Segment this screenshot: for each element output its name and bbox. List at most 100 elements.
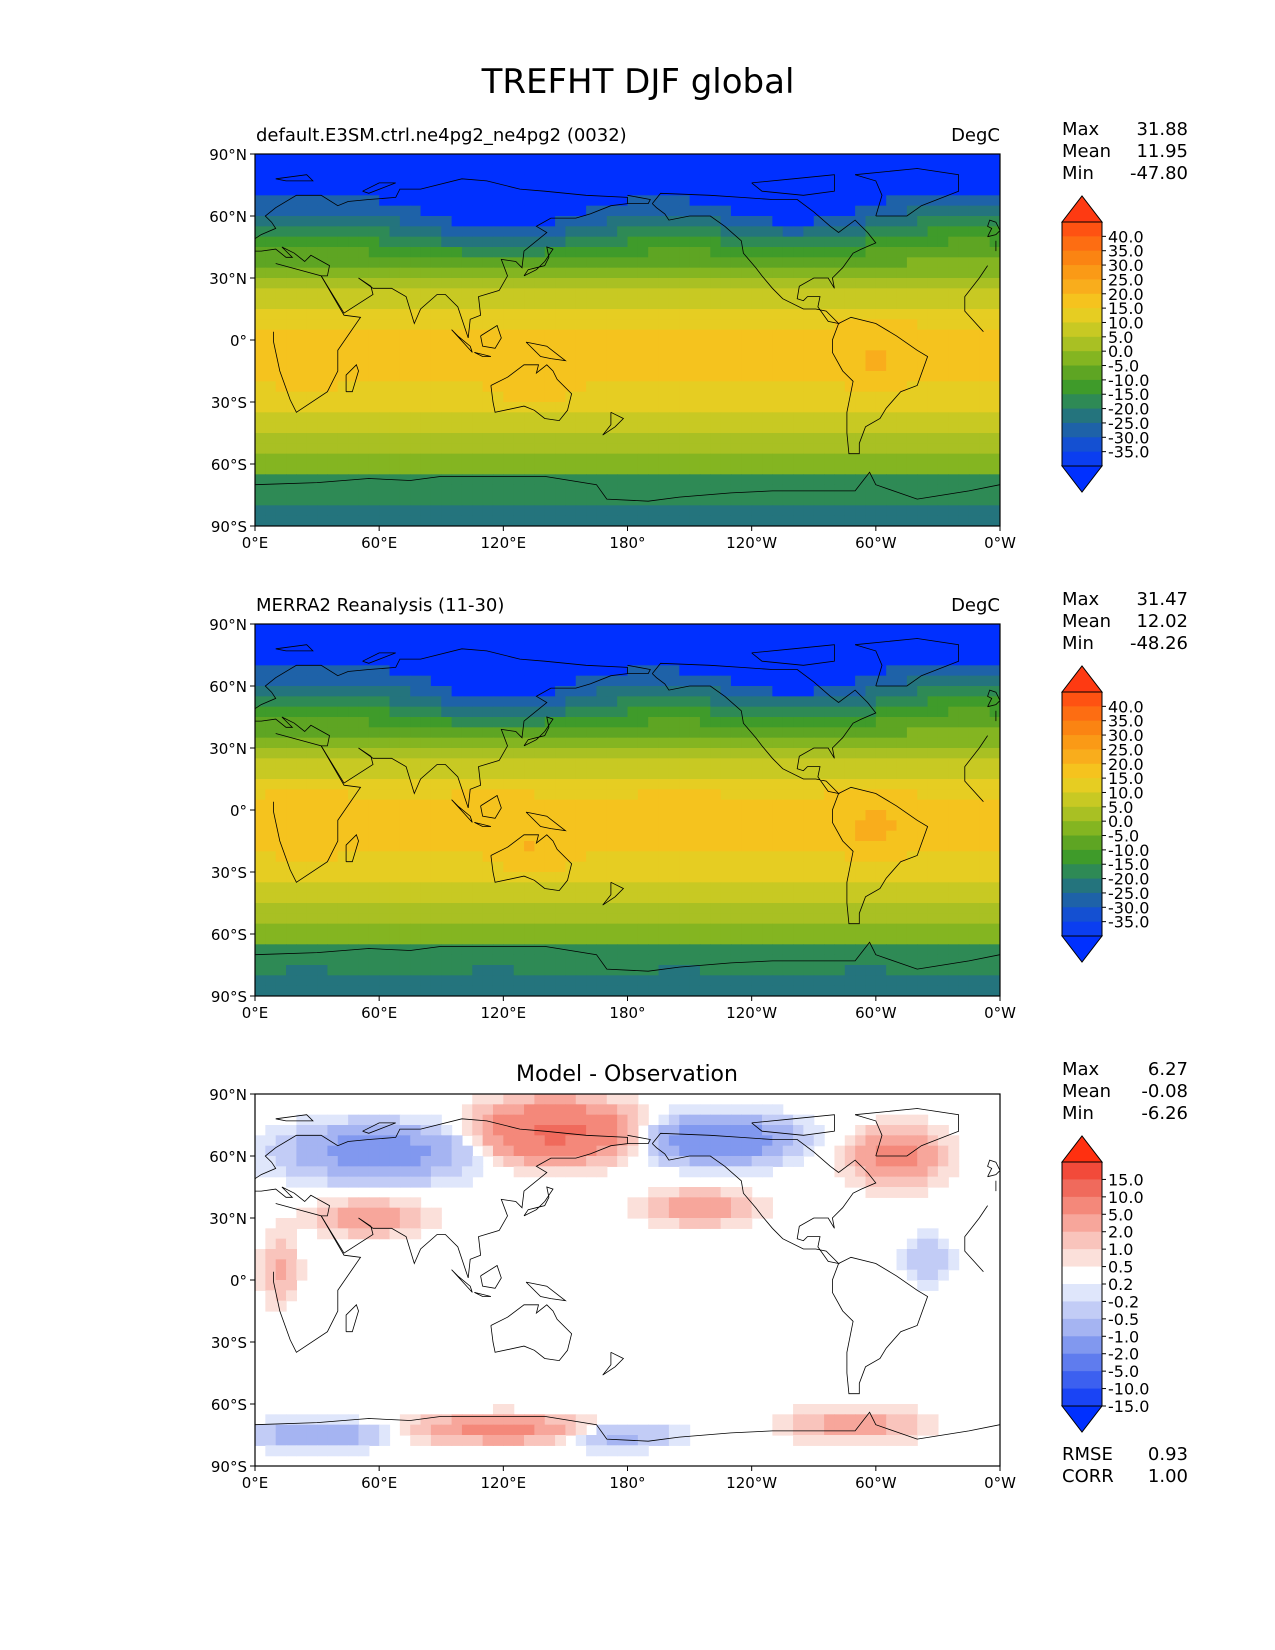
field-cell <box>989 634 1000 646</box>
field-cell <box>420 236 432 248</box>
field-cell <box>337 696 349 708</box>
field-cell <box>617 185 629 196</box>
field-cell <box>917 644 929 656</box>
field-cell <box>730 851 742 863</box>
field-cell <box>534 422 546 434</box>
field-cell <box>906 391 918 403</box>
field-cell <box>451 923 463 935</box>
field-cell <box>524 830 535 842</box>
field-cell <box>399 433 411 444</box>
field-cell <box>699 696 711 708</box>
field-cell <box>927 515 939 526</box>
field-cell <box>575 433 587 444</box>
field-cell <box>451 360 463 372</box>
field-cell <box>824 340 836 351</box>
field-cell <box>824 329 836 341</box>
field-cell <box>524 164 535 176</box>
field-cell <box>989 882 1000 894</box>
field-cell <box>255 686 266 697</box>
field-cell <box>699 433 711 444</box>
field-cell <box>689 360 701 372</box>
field-cell <box>958 495 970 506</box>
field-cell <box>555 154 567 165</box>
field-cell <box>896 464 908 475</box>
field-cell <box>679 934 691 945</box>
field-cell <box>534 913 546 925</box>
field-cell <box>689 923 701 935</box>
field-cell <box>648 298 660 310</box>
field-cell <box>751 278 763 289</box>
field-cell <box>348 216 360 227</box>
field-cell <box>482 381 494 393</box>
field-cell <box>513 298 525 310</box>
field-cell <box>492 329 504 341</box>
field-cell <box>430 433 442 444</box>
field-cell <box>875 391 887 403</box>
field-cell <box>379 278 391 289</box>
field-cell <box>627 422 639 434</box>
field-cell <box>958 288 970 300</box>
field-cell <box>379 820 391 832</box>
field-cell <box>275 195 287 207</box>
field-cell <box>524 861 535 873</box>
field-cell <box>979 247 991 258</box>
field-cell <box>855 422 867 434</box>
stat-label: Max <box>1062 119 1100 140</box>
field-cell <box>813 164 825 176</box>
field-cell <box>968 422 980 434</box>
field-cell <box>824 944 836 956</box>
field-cell <box>451 495 463 506</box>
field-cell <box>958 644 970 656</box>
field-cell <box>906 820 918 832</box>
field-cell <box>648 706 660 718</box>
field-cell <box>430 706 442 718</box>
field-cell <box>410 820 422 832</box>
field-cell <box>855 381 867 393</box>
field-cell <box>296 422 308 434</box>
field-cell <box>451 913 463 925</box>
field-cell <box>596 195 608 207</box>
field-cell <box>555 799 567 811</box>
field-cell <box>306 422 318 434</box>
field-cell <box>524 474 535 486</box>
field-cell <box>720 696 732 708</box>
field-cell <box>389 391 401 403</box>
field-cell <box>317 675 329 687</box>
field-cell <box>668 226 680 238</box>
field-cell <box>555 185 567 196</box>
field-cell <box>948 913 960 925</box>
field-cell <box>627 686 639 697</box>
field-cell <box>793 934 805 945</box>
field-cell <box>813 727 825 739</box>
field-cell <box>896 820 908 832</box>
field-cell <box>327 350 339 362</box>
field-cell <box>751 892 763 904</box>
field-cell <box>979 329 991 341</box>
field-cell <box>317 686 329 697</box>
field-cell <box>720 830 732 842</box>
field-cell <box>606 154 618 165</box>
field-cell <box>927 779 939 790</box>
field-cell <box>275 464 287 475</box>
field-cell <box>782 391 794 403</box>
field-cell <box>503 267 515 279</box>
field-cell <box>875 195 887 207</box>
field-cell <box>741 298 753 310</box>
field-cell <box>937 861 949 873</box>
field-cell <box>503 247 515 258</box>
field-cell <box>410 464 422 475</box>
field-cell <box>348 810 360 821</box>
field-cell <box>255 329 266 341</box>
field-cell <box>844 851 856 863</box>
field-cell <box>637 872 649 883</box>
field-cell <box>586 309 598 320</box>
field-cell <box>255 474 266 486</box>
field-cell <box>948 686 960 697</box>
field-cell <box>513 205 525 217</box>
field-cell <box>741 257 753 269</box>
field-cell <box>306 748 318 759</box>
field-cell <box>855 779 867 790</box>
field-cell <box>348 675 360 687</box>
field-cell <box>565 789 577 801</box>
field-cell <box>886 391 898 403</box>
